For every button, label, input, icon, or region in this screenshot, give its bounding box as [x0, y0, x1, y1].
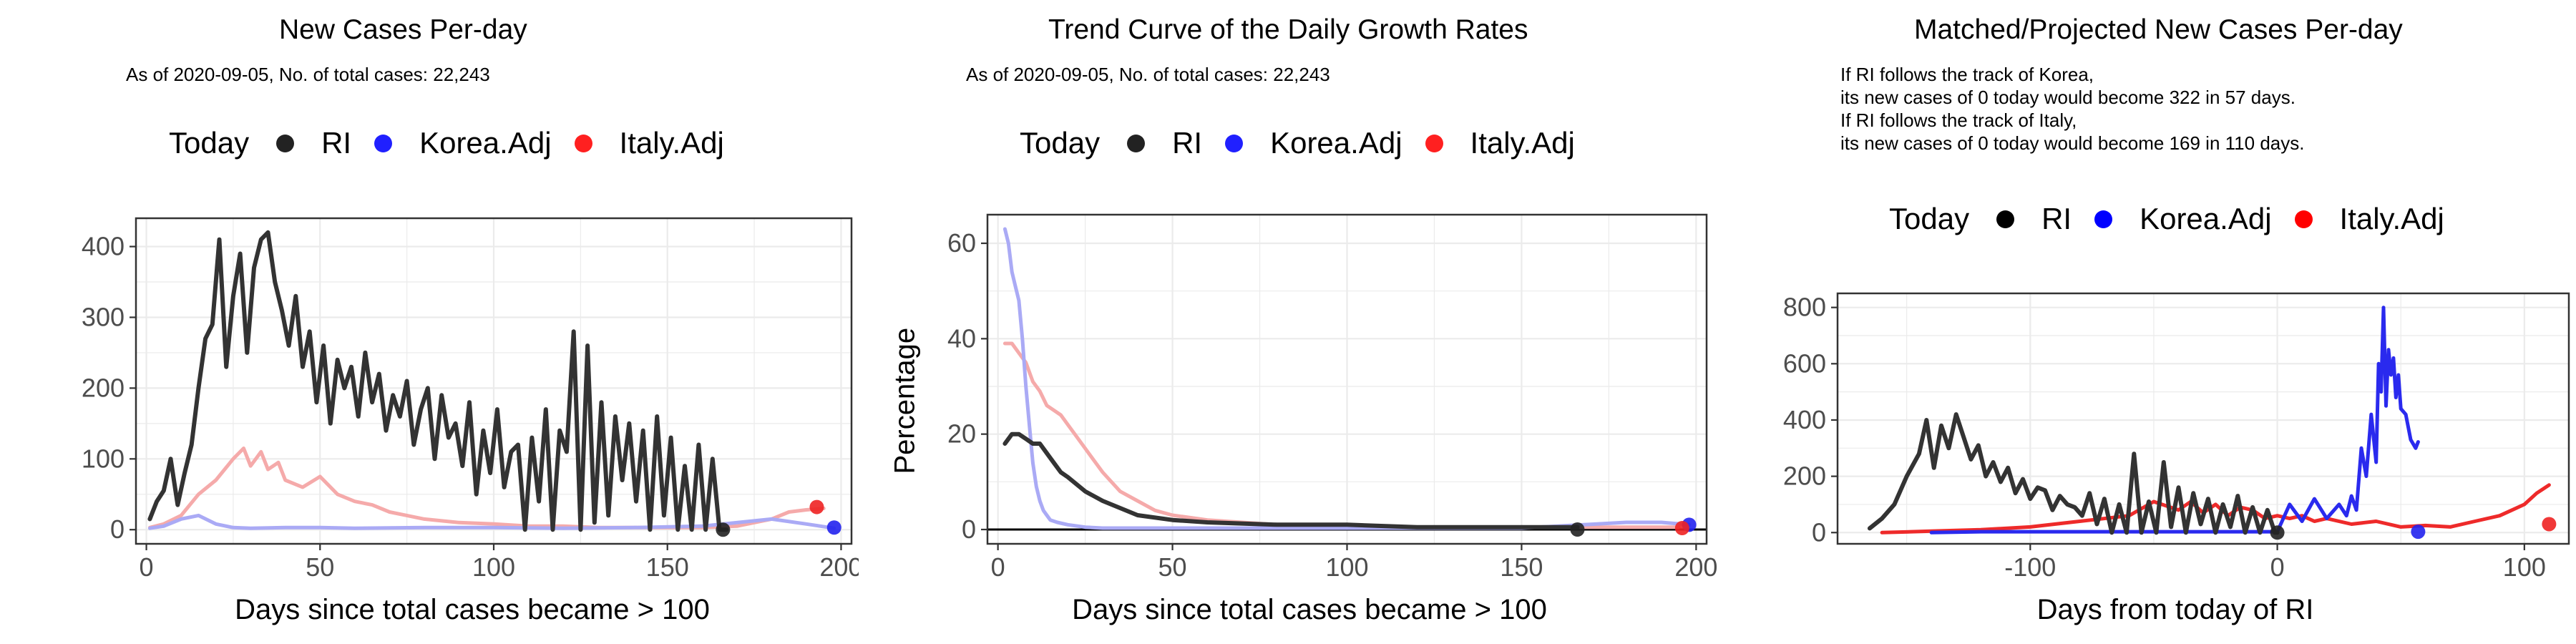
legend-item-korea-adj: Korea.Adj: [374, 126, 552, 160]
legend-item-korea-adj: Korea.Adj: [1225, 126, 1402, 160]
y-tick-label: 200: [1783, 462, 1826, 491]
legend-title: Today: [1020, 126, 1101, 160]
plot-area: -100 0 100 0 200 400 600 800: [1783, 292, 2570, 582]
plot-area: 0 50 100 150 200 0 20 40 60: [947, 213, 1717, 582]
plot-border: [1836, 292, 2570, 545]
x-tick-label: 50: [306, 552, 334, 582]
x-axis-label: Days since total cases became > 100: [1072, 594, 1547, 625]
chart-subtitle: As of 2020-09-05, No. of total cases: 22…: [966, 63, 1330, 86]
x-tick-label: 100: [1325, 552, 1368, 582]
x-tick-label: 0: [991, 552, 1005, 582]
legend-swatch: [574, 134, 592, 152]
legend-swatch: [1127, 134, 1146, 152]
y-tick-label: 0: [962, 514, 976, 544]
x-tick-label: 150: [646, 552, 689, 582]
legend-label: Italy.Adj: [1470, 126, 1575, 160]
legend-item-italy-adj: Italy.Adj: [1425, 126, 1575, 160]
legend-label: Italy.Adj: [2339, 202, 2444, 235]
legend-swatch: [374, 134, 393, 152]
y-tick-label: 400: [1783, 405, 1826, 434]
x-tick-label: 0: [140, 552, 154, 582]
y-tick-label: 0: [110, 514, 125, 544]
chart-panel-projected: Matched/Projected New Cases Per-day If R…: [1717, 0, 2576, 644]
legend-swatch: [2094, 210, 2113, 228]
legend-item-ri: RI: [1127, 126, 1202, 160]
legend-label: Italy.Adj: [619, 126, 724, 160]
legend-swatch: [1225, 134, 1244, 152]
series-line-ri: [1002, 431, 1580, 530]
x-tick-label: 200: [819, 552, 859, 582]
legend-label: RI: [321, 126, 352, 160]
y-tick-label: 300: [82, 302, 125, 331]
plot-area: 0 50 100 150 200 0 100 200 300 400: [82, 217, 859, 582]
subtitle-line: its new cases of 0 today would become 32…: [1840, 87, 2296, 108]
x-tick-label: 200: [1674, 552, 1717, 582]
legend-label: RI: [2041, 202, 2072, 235]
legend-item-ri: RI: [276, 126, 351, 160]
x-tick-label: 100: [2503, 552, 2546, 582]
y-tick-label: 100: [82, 444, 125, 473]
legend-swatch: [1425, 134, 1443, 152]
legend: Today RI Korea.Adj Italy.Adj: [1020, 126, 1598, 160]
y-tick-label: 600: [1783, 348, 1826, 378]
legend-item-ri: RI: [1996, 202, 2072, 236]
series-line-ri: [1867, 412, 2280, 535]
y-tick-label: 0: [1812, 517, 1826, 547]
series-line-korea-adj: [1929, 306, 2420, 535]
today-point-ri: [1570, 522, 1585, 537]
legend-title: Today: [1889, 202, 1970, 235]
subtitle-line: If RI follows the track of Korea,: [1840, 64, 2094, 85]
x-tick-label: -100: [2004, 552, 2056, 582]
chart-panel-new-cases: New Cases Per-day As of 2020-09-05, No. …: [0, 0, 859, 644]
y-tick-label: 40: [947, 323, 976, 353]
y-tick-label: 200: [82, 373, 125, 402]
x-axis-label: Days since total cases became > 100: [235, 594, 710, 625]
chart-title: Matched/Projected New Cases Per-day: [1914, 14, 2403, 45]
x-tick-label: 150: [1500, 552, 1543, 582]
legend-label: Korea.Adj: [2140, 202, 2272, 235]
legend: Today RI Korea.Adj Italy.Adj: [169, 126, 747, 160]
chart-subtitle: If RI follows the track of Korea, its ne…: [1840, 63, 2304, 155]
legend-item-italy-adj: Italy.Adj: [574, 126, 724, 160]
x-axis-label: Days from today of RI: [2036, 594, 2314, 625]
chart-title: New Cases Per-day: [279, 14, 527, 45]
today-point-ri: [716, 522, 731, 537]
subtitle-line: If RI follows the track of Italy,: [1840, 109, 2077, 131]
today-point-italy-adj: [809, 499, 824, 514]
chart-title: Trend Curve of the Daily Growth Rates: [1048, 14, 1528, 45]
y-tick-label: 60: [947, 228, 976, 258]
y-tick-label: 400: [82, 232, 125, 261]
y-tick-label: 20: [947, 419, 976, 449]
today-point-korea-adj: [826, 520, 841, 535]
today-point-korea-adj: [2411, 525, 2426, 540]
subtitle-line: its new cases of 0 today would become 16…: [1840, 132, 2305, 154]
legend-item-italy-adj: Italy.Adj: [2294, 202, 2444, 236]
legend-label: Korea.Adj: [419, 126, 552, 160]
legend-swatch: [1996, 210, 2015, 228]
legend-label: Korea.Adj: [1270, 126, 1402, 160]
legend-item-korea-adj: Korea.Adj: [2094, 202, 2272, 236]
legend-swatch: [2294, 210, 2313, 228]
today-point-ri: [2270, 525, 2285, 540]
legend-title: Today: [169, 126, 250, 160]
chart-subtitle: As of 2020-09-05, No. of total cases: 22…: [126, 63, 490, 86]
x-tick-label: 100: [472, 552, 515, 582]
legend: Today RI Korea.Adj Italy.Adj: [1889, 202, 2467, 236]
x-tick-label: 0: [2270, 552, 2285, 582]
subtitle-line: As of 2020-09-05, No. of total cases: 22…: [966, 64, 1330, 85]
series-line-korea-adj: [1002, 227, 1692, 530]
chart-panel-growth-rates: Trend Curve of the Daily Growth Rates As…: [859, 0, 1718, 644]
series-line-korea-adj: [147, 513, 836, 530]
today-point-italy-adj: [2542, 517, 2557, 532]
legend-label: RI: [1172, 126, 1203, 160]
legend-swatch: [276, 134, 295, 152]
x-tick-label: 50: [1158, 552, 1187, 582]
y-tick-label: 800: [1783, 293, 1826, 322]
series-line-italy-adj: [1002, 341, 1681, 530]
today-point-italy-adj: [1674, 521, 1689, 535]
subtitle-line: As of 2020-09-05, No. of total cases: 22…: [126, 64, 490, 85]
series-line-ri: [147, 230, 729, 532]
